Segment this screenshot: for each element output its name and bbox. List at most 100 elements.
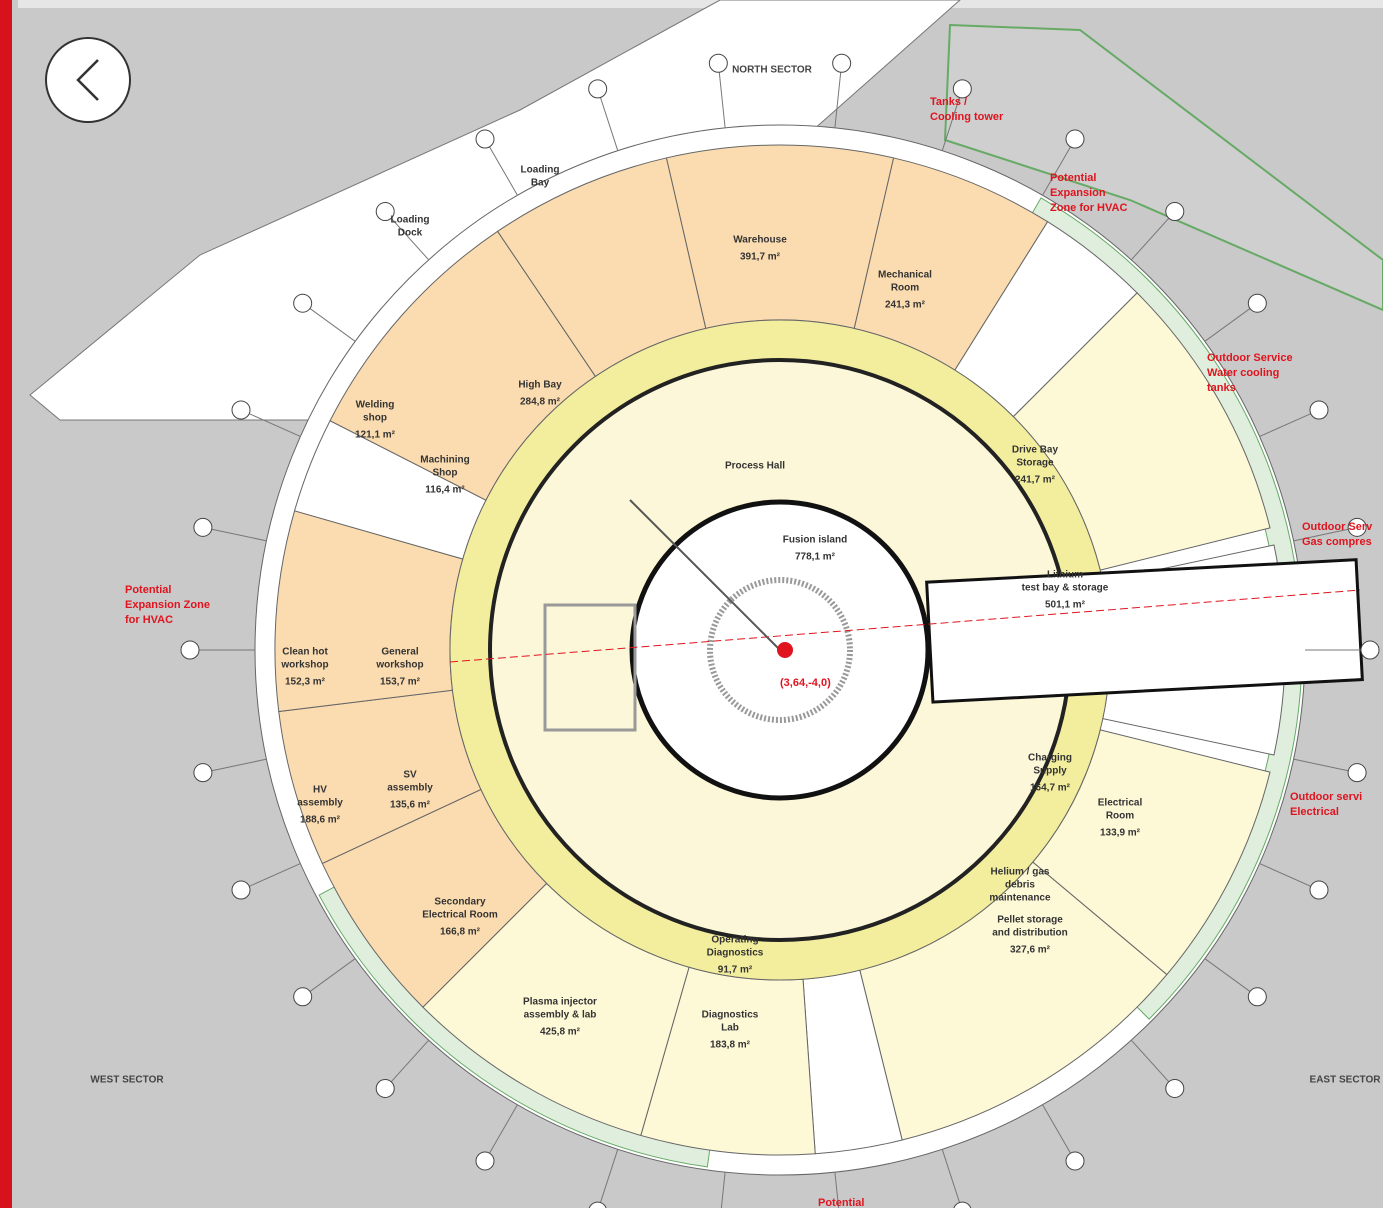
label: Supply <box>1033 766 1067 777</box>
label: WEST SECTOR <box>90 1075 164 1086</box>
axis-bubble <box>1310 881 1328 899</box>
label: Water cooling <box>1207 367 1279 379</box>
label: Potential <box>818 1197 864 1208</box>
label: Machining <box>420 455 469 466</box>
axis-bubble <box>232 401 250 419</box>
label: Tanks / <box>930 96 967 108</box>
floor-plan: NORTH SECTORWEST SECTOREAST SECTOR(3,64,… <box>0 0 1383 1208</box>
label: Outdoor Service <box>1207 352 1293 364</box>
label: Secondary <box>434 897 486 908</box>
label: Loading <box>521 165 560 176</box>
label: 241,7 m² <box>1015 475 1056 486</box>
axis-bubble <box>1066 130 1084 148</box>
label: Clean hot <box>282 647 328 658</box>
label: Charging <box>1028 753 1072 764</box>
label: Cooling tower <box>930 111 1004 123</box>
axis-bubble <box>589 80 607 98</box>
label: Gas compres <box>1302 536 1372 548</box>
label: Fusion island <box>783 535 847 546</box>
label: workshop <box>375 660 423 671</box>
label: 91,7 m² <box>718 965 753 976</box>
label: Operating <box>711 935 758 946</box>
label: Loading <box>391 215 430 226</box>
lithium-slot <box>927 560 1363 702</box>
label: Expansion <box>1050 187 1106 199</box>
label: 284,8 m² <box>520 397 561 408</box>
axis-bubble <box>294 294 312 312</box>
label: Room <box>891 283 919 294</box>
axis-bubble <box>1166 203 1184 221</box>
label: Shop <box>433 468 458 479</box>
label: assembly & lab <box>524 1010 597 1021</box>
label: 164,7 m² <box>1030 783 1071 794</box>
label: 116,4 m² <box>425 485 465 496</box>
label: Mechanical <box>878 270 932 281</box>
axis-bubble <box>376 1079 394 1097</box>
label: Bay <box>531 178 550 189</box>
label: Welding <box>356 400 395 411</box>
axis-bubble <box>833 54 851 72</box>
axis-bubble <box>194 764 212 782</box>
label: Room <box>1106 811 1134 822</box>
label: Helium / gas <box>991 867 1050 878</box>
label: 241,3 m² <box>885 300 926 311</box>
label: Electrical <box>1098 798 1143 809</box>
origin-marker <box>777 642 793 658</box>
axis-bubble <box>1348 764 1366 782</box>
label: Dock <box>398 228 423 239</box>
axis-bubble <box>1066 1152 1084 1170</box>
label: test bay & storage <box>1022 583 1109 594</box>
label: assembly <box>387 783 433 794</box>
axis-bubble <box>232 881 250 899</box>
label: SV <box>403 770 417 781</box>
label: General <box>381 647 418 658</box>
label: Lithium <box>1047 570 1083 581</box>
label: Potential <box>125 584 171 596</box>
page: NORTH SECTORWEST SECTOREAST SECTOR(3,64,… <box>0 0 1383 1208</box>
label: Lab <box>721 1023 739 1034</box>
label: assembly <box>297 798 343 809</box>
label: Diagnostics <box>707 948 764 959</box>
label: 166,8 m² <box>440 927 481 938</box>
label: 327,6 m² <box>1010 945 1051 956</box>
label: for HVAC <box>125 614 173 626</box>
label: Pellet storage <box>997 915 1063 926</box>
axis-bubble <box>1248 294 1266 312</box>
label: Potential <box>1050 172 1096 184</box>
label: 188,6 m² <box>300 815 341 826</box>
label: Storage <box>1016 458 1054 469</box>
axis-bubble <box>476 130 494 148</box>
label: Plasma injector <box>523 997 597 1008</box>
axis-bubble <box>1166 1079 1184 1097</box>
label: 135,6 m² <box>390 800 431 811</box>
axis-bubble <box>194 518 212 536</box>
back-button-circle[interactable] <box>46 38 130 122</box>
label: and distribution <box>992 928 1068 939</box>
label: maintenance <box>989 893 1051 904</box>
left-bar <box>0 0 12 1208</box>
label: 391,7 m² <box>740 252 781 263</box>
label: shop <box>363 413 387 424</box>
label: Outdoor Serv <box>1302 521 1373 533</box>
back-button[interactable] <box>46 38 130 122</box>
axis-bubble <box>181 641 199 659</box>
label: debris <box>1005 880 1035 891</box>
axis-bubble <box>709 54 727 72</box>
axis-bubble <box>476 1152 494 1170</box>
label: High Bay <box>518 380 562 391</box>
label: 153,7 m² <box>380 677 421 688</box>
label: tanks <box>1207 382 1236 394</box>
axis-bubble <box>1310 401 1328 419</box>
label: Outdoor servi <box>1290 791 1362 803</box>
label: NORTH SECTOR <box>732 65 813 76</box>
label: HV <box>313 785 327 796</box>
label: Expansion Zone <box>125 599 210 611</box>
label: 778,1 m² <box>795 552 836 563</box>
top-edge <box>18 0 1383 8</box>
label: Process Hall <box>725 461 785 472</box>
label: Zone for HVAC <box>1050 202 1127 214</box>
coordinate: (3,64,-4,0) <box>780 677 831 689</box>
label: 501,1 m² <box>1045 600 1086 611</box>
axis-bubble <box>1248 988 1266 1006</box>
label: 183,8 m² <box>710 1040 751 1051</box>
